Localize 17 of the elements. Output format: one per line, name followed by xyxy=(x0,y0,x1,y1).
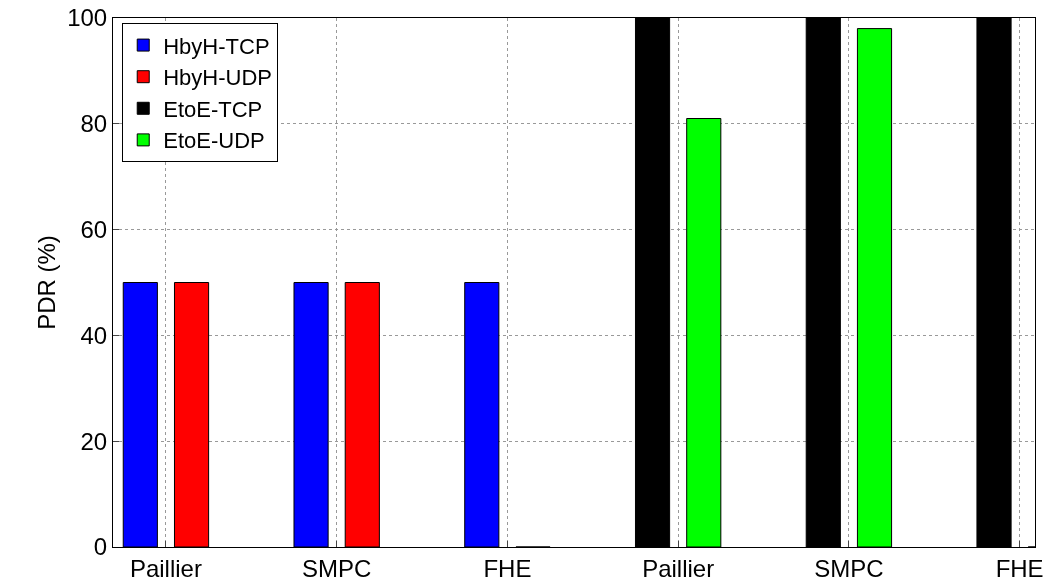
y-tick-label: 60 xyxy=(80,216,108,243)
x-tick-label: Paillier xyxy=(129,554,202,582)
legend-label: EtoE-TCP xyxy=(163,96,263,122)
legend-label: HbyH-UDP xyxy=(163,65,273,91)
x-tick-label: FHE xyxy=(483,554,532,582)
y-tick-label: 80 xyxy=(80,110,108,138)
x-tick-label: SMPC xyxy=(302,554,372,582)
x-tick-label: Paillier xyxy=(642,554,715,582)
y-tick-label: 40 xyxy=(80,321,108,349)
legend-label: HbyH-TCP xyxy=(163,33,270,59)
legend-label: EtoE-UDP xyxy=(163,128,265,154)
x-tick-label: SMPC xyxy=(814,554,884,582)
y-tick-label: 100 xyxy=(67,4,108,32)
y-tick-label: 0 xyxy=(93,533,108,561)
x-tick-label: FHE xyxy=(995,554,1044,582)
y-axis-title: PDR (%) xyxy=(33,235,60,330)
y-tick-label: 20 xyxy=(80,427,108,455)
